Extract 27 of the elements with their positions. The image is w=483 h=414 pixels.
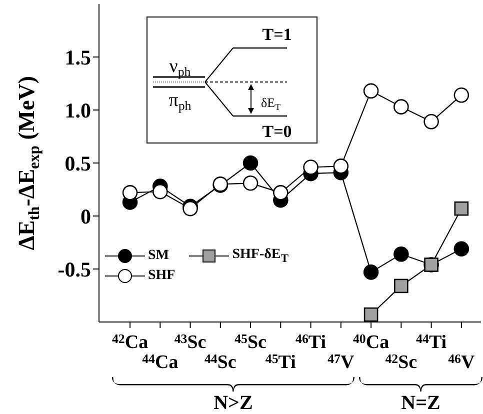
annotation: T=1 [262,25,292,44]
text: N=Z [401,392,440,414]
x-tick-label: $^{42}$Ca [112,330,149,353]
annotation: T=0 [262,122,292,141]
text: N>Z [214,392,253,414]
x-tick-label: $^{44}$Ca [142,350,179,373]
x-tick-label: $^{40}$Ca [352,330,390,353]
y-tick-label: -0.5 [58,257,91,282]
x-tick-label: $^{47}$V [328,350,354,373]
annotation: δE$_{T}$ [261,95,282,112]
x-tick-label: $^{46}$V [448,350,476,373]
y-tick-label: 1.0 [64,98,91,122]
x-tick-label: $^{45}$Sc [234,330,266,353]
legend-label: SHF-δE$_{T}$ [232,247,289,265]
y-tick-label: 0.5 [64,151,91,176]
annotation: ν$_{ph}$ [169,56,192,79]
x-tick-label: $^{46}$Ti [296,330,326,353]
x-tick-label: $^{42}$Sc [385,350,418,373]
y-tick-label: 1.5 [64,45,91,70]
annotation: π$_{ph}$ [168,90,192,113]
x-tick-label: $^{44}$Ti [416,330,447,353]
x-tick-label: $^{44}$Sc [204,350,236,373]
y-tick-label: 0 [80,204,91,228]
x-tick-label: $^{45}$Ti [265,350,296,373]
x-tick-label: $^{43}$Sc [174,330,206,353]
legend-label: SHF [148,268,176,284]
legend-label: SM [148,248,169,264]
